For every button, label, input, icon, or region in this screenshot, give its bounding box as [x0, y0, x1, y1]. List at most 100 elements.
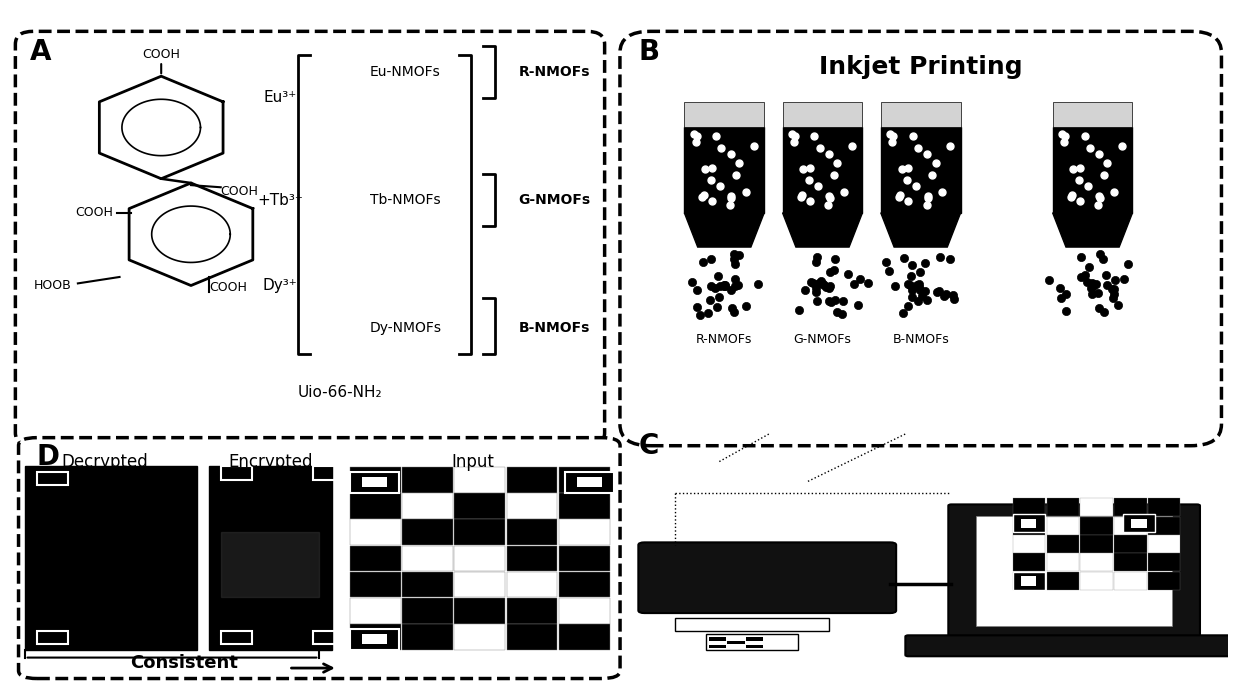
Point — [820, 190, 839, 201]
Point — [1095, 169, 1115, 181]
Point — [879, 266, 899, 277]
Point — [1097, 280, 1117, 291]
Bar — [402, 520, 453, 545]
Bar — [506, 624, 558, 650]
Text: Dy³⁺: Dy³⁺ — [263, 278, 298, 293]
Point — [925, 157, 945, 168]
Bar — [1123, 515, 1156, 532]
Bar — [350, 624, 401, 650]
Point — [701, 281, 720, 292]
Bar — [25, 466, 197, 650]
Point — [1095, 306, 1115, 317]
Bar — [350, 493, 401, 519]
Bar — [37, 472, 68, 485]
Bar — [1131, 519, 1147, 528]
Text: Dy-NMOFs: Dy-NMOFs — [370, 321, 441, 336]
Point — [744, 141, 764, 152]
Point — [908, 280, 928, 291]
Point — [1096, 269, 1116, 280]
Point — [944, 294, 963, 305]
Text: R-NMOFs: R-NMOFs — [696, 333, 753, 345]
Point — [812, 279, 832, 290]
Point — [1079, 181, 1099, 192]
Bar — [1047, 498, 1079, 516]
Point — [1071, 271, 1091, 282]
Bar — [1021, 577, 1037, 586]
Point — [1039, 275, 1059, 286]
Point — [725, 274, 745, 285]
Point — [1112, 141, 1132, 152]
Bar — [350, 520, 401, 545]
Point — [916, 294, 936, 305]
Bar — [1114, 535, 1147, 553]
Point — [692, 191, 712, 202]
Bar — [559, 624, 610, 650]
Point — [1086, 279, 1106, 290]
Point — [706, 282, 725, 293]
Bar — [402, 493, 453, 519]
Point — [883, 136, 903, 147]
Point — [1090, 249, 1110, 260]
Bar — [402, 598, 453, 624]
Bar — [362, 634, 387, 644]
Point — [929, 286, 949, 297]
Point — [833, 187, 853, 198]
Point — [1055, 289, 1075, 300]
Bar — [208, 466, 331, 650]
Bar — [362, 477, 387, 487]
Point — [791, 191, 811, 202]
Point — [909, 278, 929, 289]
Point — [1070, 196, 1090, 207]
Point — [698, 307, 718, 318]
Point — [930, 251, 950, 263]
Text: G-NMOFs: G-NMOFs — [794, 333, 852, 345]
Point — [714, 280, 734, 291]
Bar — [782, 102, 862, 127]
Point — [805, 130, 825, 141]
Bar — [880, 102, 961, 127]
Point — [889, 191, 909, 202]
Bar — [1080, 517, 1112, 535]
Bar — [221, 466, 252, 480]
Point — [701, 175, 720, 186]
Point — [825, 295, 844, 306]
Point — [932, 187, 952, 198]
Point — [901, 292, 921, 303]
Point — [682, 277, 702, 288]
Point — [899, 280, 919, 291]
Point — [825, 169, 844, 181]
Point — [893, 307, 913, 318]
Text: Tb-NMOFs: Tb-NMOFs — [370, 193, 440, 207]
Bar — [1013, 572, 1045, 590]
Point — [722, 303, 742, 314]
Point — [832, 309, 852, 320]
Point — [923, 169, 942, 181]
Text: B-NMOFs: B-NMOFs — [518, 321, 590, 336]
Text: Inkjet Printing: Inkjet Printing — [818, 55, 1023, 79]
Point — [708, 271, 728, 282]
Point — [1070, 163, 1090, 174]
Point — [1089, 149, 1109, 160]
Bar — [1013, 553, 1045, 571]
Bar — [709, 645, 727, 648]
Point — [1079, 261, 1099, 272]
Point — [1075, 269, 1095, 280]
Point — [813, 280, 833, 291]
Polygon shape — [1053, 213, 1132, 247]
Point — [1105, 289, 1125, 300]
Bar — [454, 546, 505, 571]
Point — [782, 129, 802, 140]
Point — [720, 200, 740, 211]
Point — [885, 281, 905, 292]
Point — [707, 301, 727, 312]
Point — [880, 129, 900, 140]
Point — [820, 192, 839, 203]
Bar — [350, 467, 401, 493]
Point — [1054, 136, 1074, 147]
Bar — [559, 467, 610, 493]
Bar — [1013, 515, 1044, 532]
Point — [821, 296, 841, 307]
Bar — [454, 598, 505, 624]
Point — [1089, 200, 1109, 211]
Text: Consistent: Consistent — [130, 654, 238, 672]
